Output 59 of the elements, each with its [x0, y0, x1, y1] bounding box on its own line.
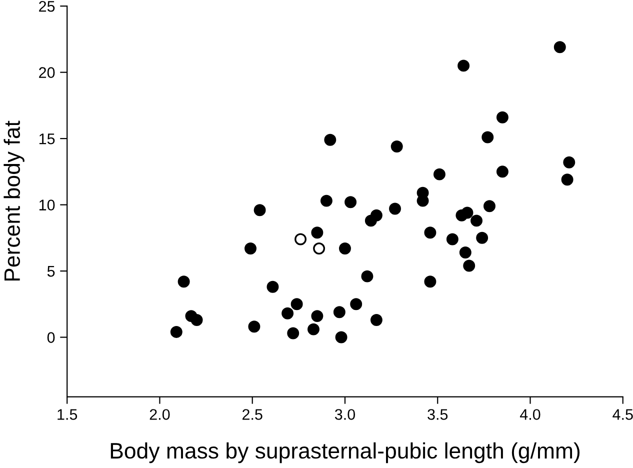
point — [458, 60, 470, 72]
point — [313, 242, 326, 254]
y-tick-label: 10 — [39, 200, 55, 210]
point — [470, 214, 483, 227]
point — [282, 307, 294, 320]
point — [178, 276, 190, 288]
point — [339, 242, 351, 254]
x-tick-label: 4.0 — [520, 409, 540, 420]
y-tick-label: 0 — [47, 332, 55, 343]
point — [361, 270, 374, 282]
point — [320, 194, 332, 207]
x-tick-label: 3.5 — [428, 409, 448, 420]
point — [244, 242, 256, 254]
point — [311, 310, 324, 322]
point — [496, 111, 508, 124]
point — [563, 156, 576, 168]
point — [484, 200, 496, 212]
y-tick-label: 15 — [39, 134, 55, 144]
point — [461, 206, 474, 219]
point — [290, 298, 303, 310]
point — [170, 326, 182, 338]
y-tick-label: 25 — [39, 0, 55, 12]
point — [294, 233, 307, 246]
point — [311, 226, 324, 239]
point — [389, 202, 401, 215]
x-tick-label: 2.5 — [242, 409, 262, 420]
point — [335, 331, 348, 344]
point — [482, 131, 494, 144]
point — [463, 260, 476, 272]
point — [459, 246, 472, 258]
point — [287, 327, 300, 340]
x-tick-label: 3.0 — [334, 409, 356, 420]
point — [248, 320, 260, 333]
point — [190, 314, 203, 326]
point — [344, 196, 357, 208]
point — [424, 276, 436, 288]
point — [390, 140, 403, 152]
y-tick-label: 5 — [47, 266, 55, 277]
point — [554, 41, 566, 54]
point — [308, 323, 320, 336]
point — [476, 232, 488, 244]
x-tick-label: 4.5 — [612, 409, 633, 420]
y-axis-title: Percent body fat — [4, 120, 24, 281]
x-tick-label: 1.5 — [58, 409, 78, 420]
point — [333, 306, 346, 318]
point — [370, 209, 382, 222]
point — [266, 280, 279, 293]
point — [433, 168, 446, 180]
point — [254, 204, 266, 216]
y-tick-label: 20 — [39, 67, 55, 78]
x-tick-label: 2.0 — [150, 409, 170, 420]
point — [350, 298, 362, 310]
point — [424, 226, 436, 239]
point — [370, 314, 382, 326]
point — [324, 134, 336, 146]
point — [561, 174, 574, 186]
point — [446, 233, 458, 246]
x-axis-title: Body mass by suprasternal-pubic length (g/mm) — [110, 442, 580, 464]
point — [496, 166, 508, 178]
